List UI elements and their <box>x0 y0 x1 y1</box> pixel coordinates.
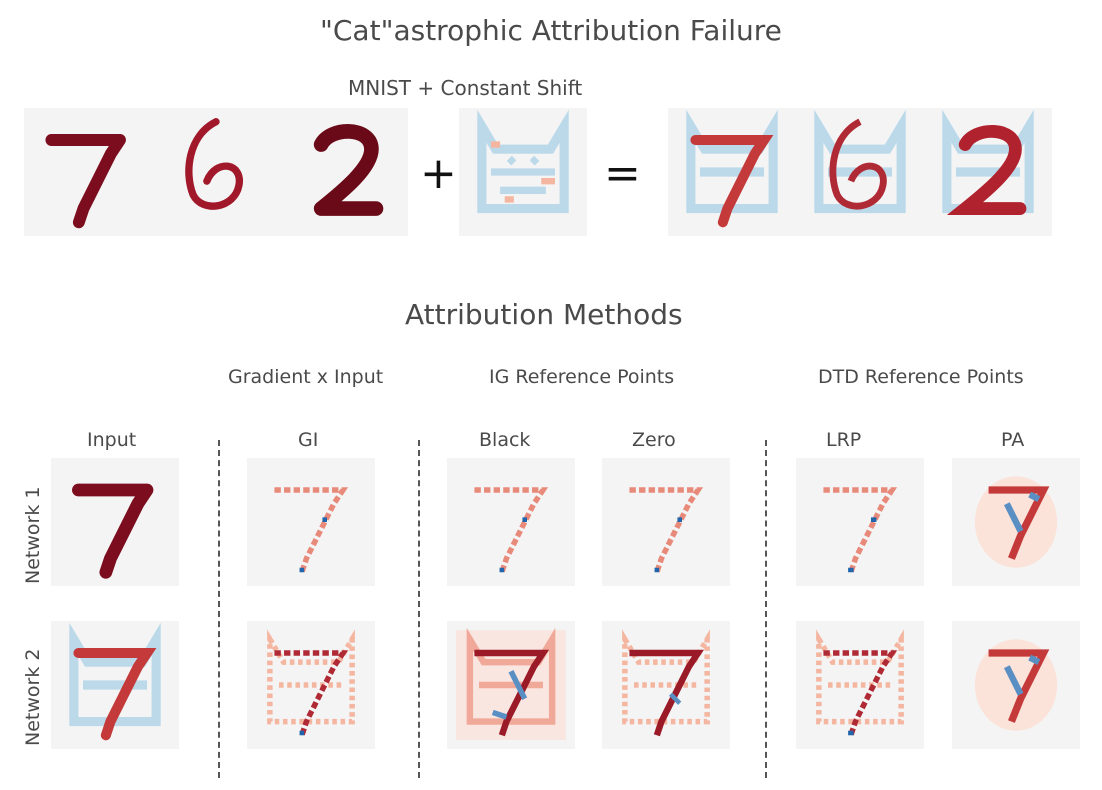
n2-lrp-tile <box>796 621 924 749</box>
n2-input-tile <box>51 621 179 749</box>
figure-title: "Cat"astrophic Attribution Failure <box>320 14 782 47</box>
n2-black-tile <box>447 621 575 749</box>
separator-3 <box>765 440 767 778</box>
shifted-digit-7 <box>668 108 796 236</box>
column-label-zero: Zero <box>632 429 676 451</box>
group-dtd-reference-points: DTD Reference Points <box>818 366 1024 388</box>
shifted-digit-2 <box>924 108 1052 236</box>
shifted-digit-6 <box>796 108 924 236</box>
plus-sign: + <box>420 148 457 199</box>
n1-zero-tile <box>602 458 730 586</box>
group-ig-reference-points: IG Reference Points <box>489 366 675 388</box>
n1-black-tile <box>447 458 575 586</box>
separator-1 <box>218 440 220 778</box>
n1-gi-tile <box>247 458 375 586</box>
mnist-digit-7 <box>24 108 152 236</box>
mnist-digit-6 <box>152 108 280 236</box>
n2-pa-tile <box>952 621 1080 749</box>
top-subtitle: MNIST + Constant Shift <box>348 76 583 100</box>
group-gradient-x-input: Gradient x Input <box>228 366 384 388</box>
column-label-black: Black <box>479 429 531 451</box>
column-label-gi: GI <box>298 429 319 451</box>
column-label-input: Input <box>87 429 137 451</box>
methods-title: Attribution Methods <box>405 298 683 331</box>
n1-lrp-tile <box>796 458 924 586</box>
separator-2 <box>418 440 420 778</box>
row-label-network-2: Network 2 <box>22 648 44 746</box>
column-label-pa: PA <box>1001 429 1025 451</box>
column-label-lrp: LRP <box>826 429 862 451</box>
row-label-network-1: Network 1 <box>22 486 44 584</box>
n2-zero-tile <box>602 621 730 749</box>
n1-input-tile <box>51 458 179 586</box>
mnist-digit-2 <box>280 108 408 236</box>
n1-pa-tile <box>952 458 1080 586</box>
cat-shift-pattern <box>459 108 587 236</box>
equals-sign: = <box>604 148 641 199</box>
n2-gi-tile <box>247 621 375 749</box>
